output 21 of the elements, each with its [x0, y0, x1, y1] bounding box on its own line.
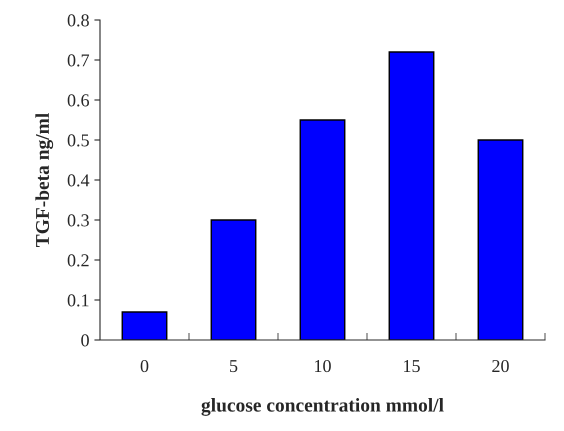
x-tick-label: 20 — [492, 360, 509, 372]
x-axis-title: glucose concentration mmol/l — [202, 398, 444, 416]
y-tick-label: 0.3 — [68, 214, 89, 227]
bar — [122, 311, 168, 340]
y-tick-label: 0.4 — [68, 174, 90, 187]
y-tick-label: 0.2 — [68, 254, 89, 267]
y-axis-title: TGF-beta ng/ml — [35, 113, 54, 247]
y-tick-label: 0.8 — [68, 14, 89, 27]
x-tick-label: 5 — [230, 360, 238, 372]
y-tick-label: 0.7 — [68, 54, 90, 67]
y-tick-label: 0.6 — [68, 94, 90, 107]
bar — [210, 219, 256, 340]
bar — [478, 139, 524, 340]
y-tick-label: 0.1 — [68, 294, 88, 307]
x-tick-label: 0 — [140, 360, 148, 372]
y-tick-label: 0 — [81, 334, 89, 346]
x-tick-label: 15 — [404, 360, 420, 372]
y-tick-label: 0.5 — [68, 134, 89, 147]
bar — [388, 51, 434, 340]
x-tick-label: 10 — [315, 360, 331, 372]
bar — [300, 119, 346, 340]
